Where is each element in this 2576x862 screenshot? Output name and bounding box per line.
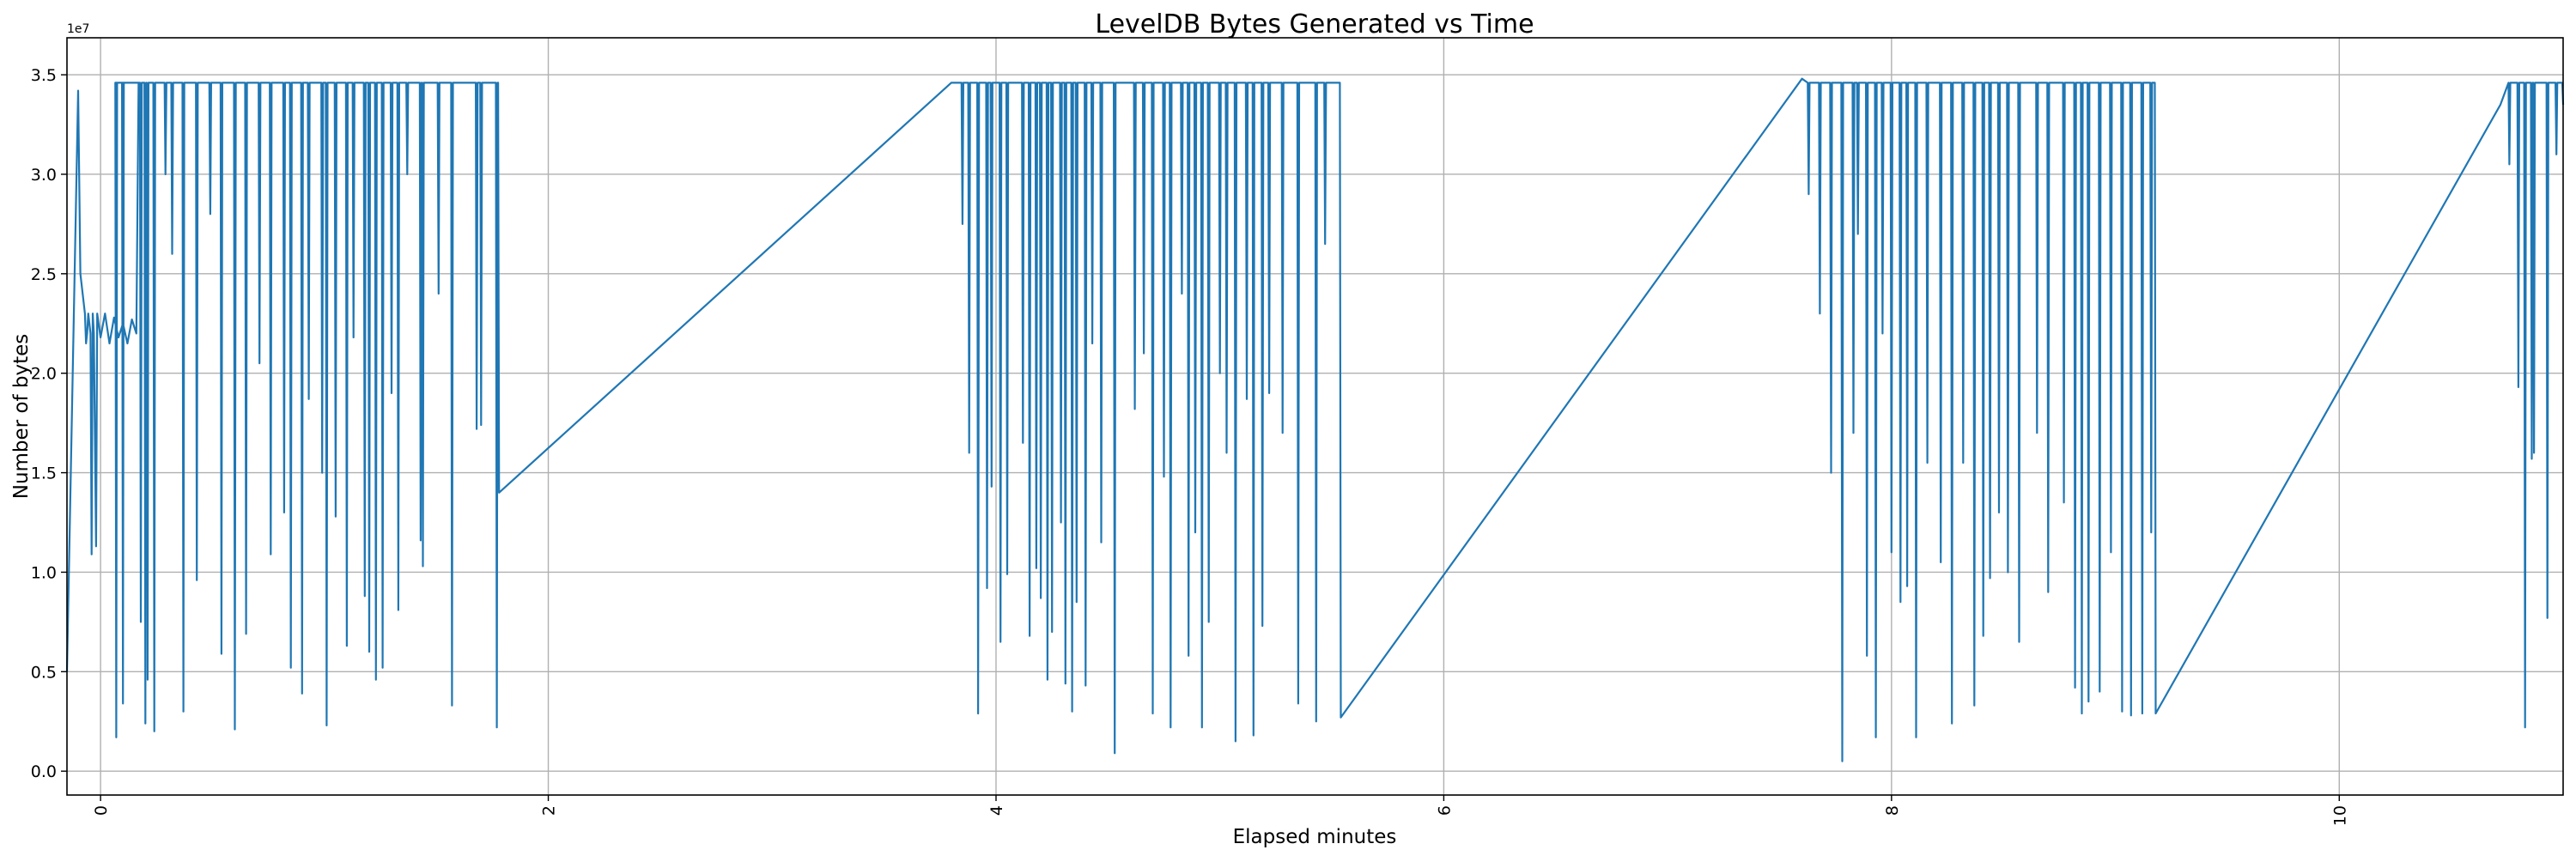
x-tick-label: 6 bbox=[1435, 805, 1454, 816]
x-axis-label: Elapsed minutes bbox=[1233, 826, 1397, 848]
y-offset-label: 1e7 bbox=[67, 22, 89, 36]
series-line bbox=[65, 77, 2565, 762]
x-axis-ticks: 0 2 4 6 8 10 bbox=[92, 795, 2349, 826]
y-axis-label: Number of bytes bbox=[10, 334, 33, 500]
x-tick-label: 10 bbox=[2330, 805, 2349, 826]
y-tick-label: 0.0 bbox=[31, 762, 57, 781]
x-tick-label: 8 bbox=[1883, 805, 1902, 816]
y-tick-label: 0.5 bbox=[31, 663, 57, 682]
y-tick-label: 2.0 bbox=[31, 365, 57, 384]
x-tick-label: 0 bbox=[92, 805, 111, 816]
chart-title: LevelDB Bytes Generated vs Time bbox=[1095, 9, 1534, 39]
y-axis-ticks: 0.0 0.5 1.0 1.5 2.0 2.5 3.0 3.5 bbox=[31, 66, 67, 781]
y-tick-label: 3.5 bbox=[31, 66, 57, 85]
x-tick-label: 4 bbox=[987, 805, 1006, 816]
y-tick-label: 2.5 bbox=[31, 265, 57, 284]
y-tick-label: 1.5 bbox=[31, 464, 57, 483]
y-tick-label: 3.0 bbox=[31, 166, 57, 185]
y-tick-label: 1.0 bbox=[31, 563, 57, 582]
plot-frame bbox=[66, 37, 2564, 796]
x-tick-label: 2 bbox=[540, 805, 559, 816]
